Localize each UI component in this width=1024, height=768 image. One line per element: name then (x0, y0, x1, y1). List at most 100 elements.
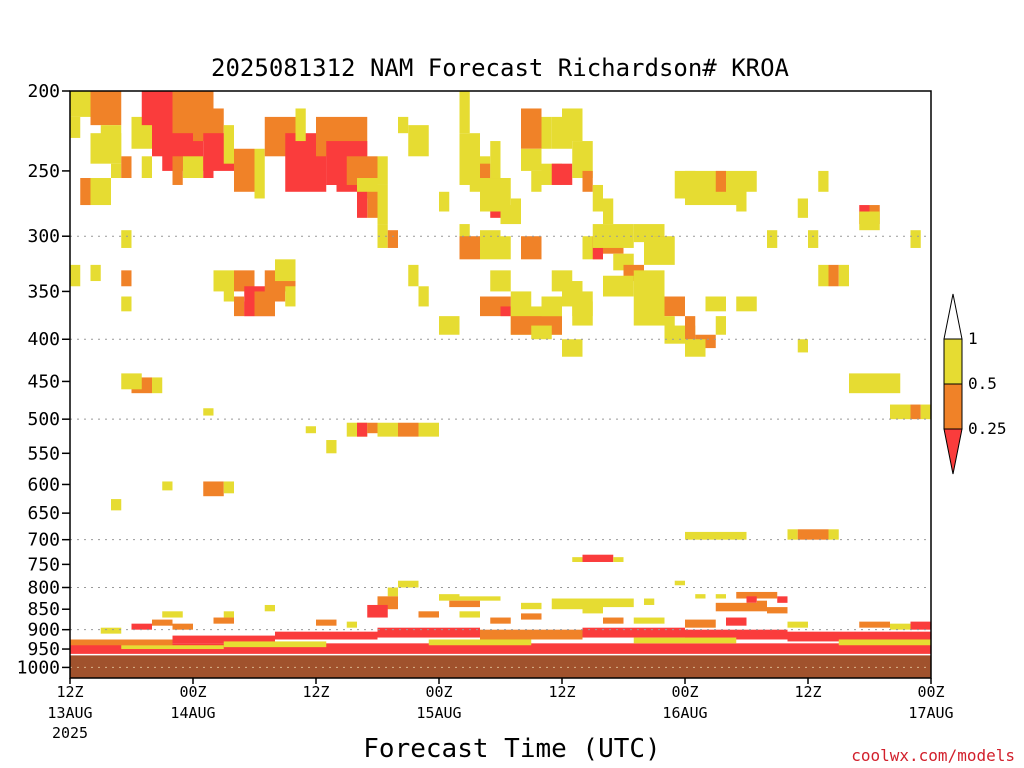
ri-cell (859, 211, 880, 231)
ri-cell (910, 404, 921, 420)
ri-cell (797, 529, 829, 540)
legend-label: 1 (968, 329, 978, 348)
ri-cell (459, 611, 480, 618)
legend-label: 0.5 (968, 374, 997, 393)
ri-cell (726, 178, 737, 199)
ri-cell (213, 270, 234, 292)
ri-low-level-band (685, 629, 788, 640)
y-tick-label: 400 (27, 329, 60, 350)
ri-cell (910, 621, 931, 630)
ri-cell (890, 623, 911, 630)
ri-cell (121, 270, 132, 287)
ri-cell (715, 316, 726, 335)
ri-cell (90, 133, 122, 164)
ri-cell (121, 156, 132, 179)
ri-cell (70, 116, 81, 138)
ri-cell (777, 596, 788, 603)
ri-cell (439, 191, 450, 212)
ri-cell (367, 422, 378, 434)
ri-cell (746, 170, 757, 192)
ri-cell (182, 156, 204, 179)
x-tick-label: 00Z (671, 683, 698, 701)
ri-cell (418, 422, 439, 437)
ri-cell (705, 531, 747, 540)
y-tick-label: 600 (27, 474, 60, 495)
ri-cell (613, 557, 624, 562)
legend-above-1-triangle (943, 293, 963, 340)
ri-cell (551, 163, 573, 185)
ri-low-level-band (480, 629, 583, 640)
ri-cell (726, 617, 747, 626)
ri-cell (121, 296, 132, 312)
ri-cell (551, 598, 603, 610)
ri-cell (797, 339, 808, 353)
ri-cell (664, 316, 675, 335)
ri-cell (644, 598, 655, 605)
x-tick-label: 14AUG (170, 704, 215, 722)
x-tick-label: 17AUG (908, 704, 953, 722)
ri-cell (172, 156, 183, 185)
x-tick-label: 12Z (56, 683, 83, 701)
ri-cell (695, 594, 706, 599)
ri-cell (685, 619, 716, 628)
ri-cell (377, 156, 388, 185)
ri-cell (664, 296, 685, 317)
ri-cell (582, 170, 593, 192)
plot-frame (69, 90, 932, 679)
ri-cell (715, 594, 726, 599)
ri-cell (490, 270, 511, 292)
ri-cell (234, 148, 255, 192)
ri-cell (787, 529, 798, 540)
ri-cell (449, 600, 480, 608)
ri-cell (141, 156, 152, 179)
ri-cell (285, 286, 296, 307)
ri-cell (572, 141, 593, 179)
pressure-axis: 200 250 300 350 400 450 500 550 600 650 700 7508008… (17, 81, 70, 678)
y-tick-label: 1000 (17, 657, 60, 678)
ri-cell (592, 224, 634, 248)
ri-cell (920, 404, 931, 420)
x-tick-label: 16AUG (662, 704, 707, 722)
x-tick-label: 00Z (917, 683, 944, 701)
x-axis-label: Forecast Time (UTC) (363, 734, 660, 764)
ri-cell (398, 116, 409, 134)
x-tick-label: 12Z (302, 683, 329, 701)
x-tick-label: 00Z (425, 683, 452, 701)
ri-cell (736, 191, 747, 212)
ri-cell (377, 422, 398, 437)
ri-cell (316, 619, 337, 626)
ri-cell (234, 270, 255, 292)
y-tick-label: 500 (27, 409, 60, 430)
chart-title: 2025081312 NAM Forecast Richardson# KROA (211, 54, 790, 82)
ri-low-level-band (377, 627, 480, 638)
ri-cell (439, 316, 460, 335)
ri-cell (377, 184, 388, 225)
y-tick-label: 800 (27, 577, 60, 598)
ri-cell (767, 607, 788, 614)
ri-cell (459, 224, 470, 243)
ri-cell (787, 621, 808, 628)
ri-cell (859, 621, 890, 628)
ri-cell (172, 623, 193, 630)
y-tick-label: 450 (27, 371, 60, 392)
ri-cell (562, 339, 583, 357)
ri-cell (838, 264, 849, 287)
ri-cell (910, 230, 921, 248)
ri-cell (633, 296, 665, 326)
ri-cell (213, 617, 234, 624)
ri-low-level-band (70, 643, 931, 655)
ri-cell (254, 148, 265, 199)
ri-cell (521, 236, 542, 260)
richardson-cells (70, 91, 931, 655)
ri-cell (357, 422, 368, 437)
legend-swatch-0-25-to-0-5 (943, 383, 963, 430)
ri-cell (736, 591, 778, 599)
ri-cell (603, 617, 624, 624)
ri-cell (162, 481, 173, 491)
ri-cell (90, 91, 122, 126)
ri-cell (490, 617, 511, 624)
ri-cell (111, 499, 122, 511)
ri-cell (387, 230, 398, 248)
ri-cell (531, 170, 542, 192)
ri-cell (480, 230, 501, 260)
